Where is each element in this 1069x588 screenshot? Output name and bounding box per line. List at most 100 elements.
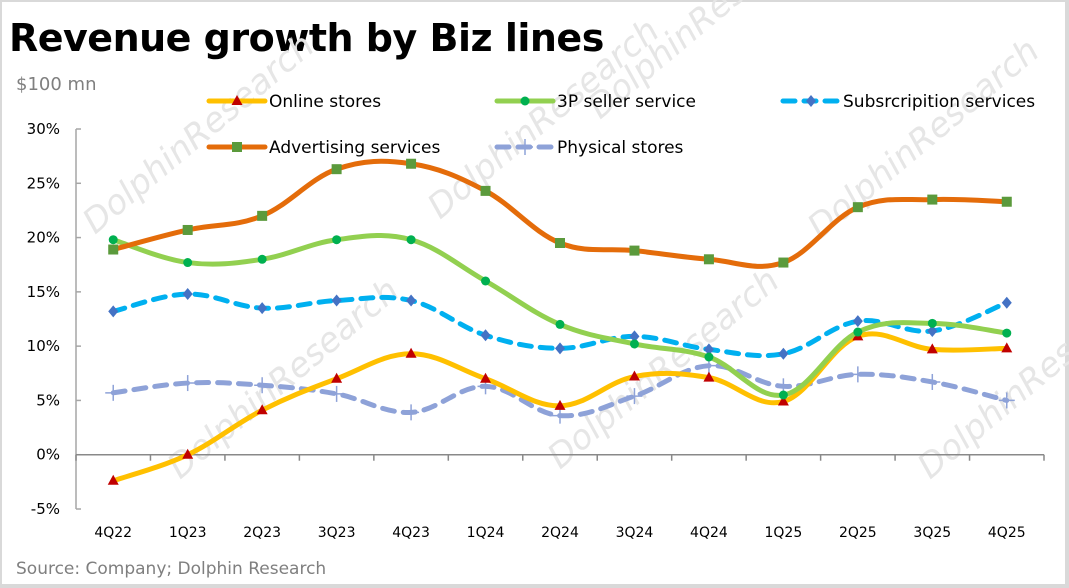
data-point	[331, 294, 342, 307]
data-point	[406, 235, 416, 245]
y-tick-label: 5%	[36, 391, 60, 409]
data-point	[926, 343, 938, 354]
legend-marker	[806, 95, 816, 107]
y-tick-label: 0%	[36, 446, 60, 464]
data-point	[107, 474, 119, 485]
legend-marker	[520, 96, 530, 106]
y-tick-label: 25%	[27, 174, 60, 192]
series-layer	[105, 158, 1015, 485]
legend-marker	[231, 95, 243, 105]
data-point	[182, 288, 193, 301]
data-point	[1001, 196, 1012, 207]
chart-title: Revenue growth by Biz lines	[9, 16, 604, 60]
legend-label: Advertising services	[269, 138, 440, 158]
x-tick-label: 4Q24	[690, 525, 728, 541]
data-point	[703, 343, 714, 356]
data-point	[629, 339, 639, 349]
watermark-text: DolphinResearch	[540, 261, 787, 477]
legend-label: Online stores	[269, 92, 381, 112]
series-subsrcripition-services	[108, 288, 1012, 360]
data-point	[927, 194, 938, 205]
legend-item-3p-seller-service: 3P seller service	[494, 92, 696, 112]
data-point	[331, 372, 343, 383]
data-point	[108, 244, 119, 255]
legend-marker	[232, 142, 242, 152]
data-point	[555, 319, 565, 329]
axes: -5% 0% 5% 10% 15% 20% 25% 30% 4Q22 1Q23 2Q23 3Q23 4Q…	[27, 120, 1045, 541]
data-point	[998, 392, 1015, 409]
data-point	[703, 371, 715, 382]
data-point	[182, 224, 193, 235]
data-point	[254, 377, 271, 394]
data-point	[331, 164, 342, 175]
data-point	[853, 327, 863, 337]
watermark-text: DolphinResearch	[800, 31, 1047, 247]
series-3p-seller-service	[108, 233, 1012, 400]
data-point	[328, 385, 345, 402]
data-point	[257, 302, 268, 315]
data-point	[628, 370, 640, 381]
data-point	[179, 375, 196, 392]
data-point	[554, 399, 566, 410]
legend-label: 3P seller service	[557, 92, 696, 112]
data-point	[332, 235, 342, 245]
legend: Online stores 3P seller service Subsrcripi…	[206, 92, 1035, 158]
series-line	[110, 233, 1010, 398]
legend-item-advertising-services: Advertising services	[206, 138, 440, 158]
data-point	[480, 185, 491, 196]
data-point	[849, 366, 866, 383]
data-point	[105, 384, 122, 401]
watermark-text: DolphinResearch	[420, 11, 667, 227]
x-tick-label: 3Q25	[913, 525, 951, 541]
data-point	[777, 395, 789, 406]
data-point	[480, 329, 491, 342]
data-point	[626, 388, 643, 405]
y-tick-label: 20%	[27, 229, 60, 247]
data-point	[405, 347, 417, 358]
y-tick-label: 30%	[27, 120, 60, 138]
legend-item-subsrcripition-services: Subsrcripition services	[780, 92, 1035, 112]
x-tick-label: 3Q24	[616, 525, 654, 541]
data-point	[924, 373, 941, 390]
series-advertising-services	[108, 158, 1012, 269]
data-point	[108, 305, 119, 318]
y-tick-label: -5%	[31, 500, 60, 518]
x-tick-label: 4Q25	[988, 525, 1026, 541]
data-point	[406, 294, 417, 307]
data-point	[1001, 296, 1012, 309]
data-point	[406, 158, 417, 169]
legend-label: Physical stores	[557, 138, 684, 158]
legend-item-online-stores: Online stores	[206, 92, 381, 112]
x-tick-label: 1Q24	[467, 525, 505, 541]
legend-label: Subsrcripition services	[843, 92, 1035, 112]
x-tick-label: 2Q23	[243, 525, 281, 541]
x-tick-label: 1Q25	[765, 525, 803, 541]
data-point	[256, 404, 268, 415]
data-point	[183, 258, 193, 268]
data-point	[927, 324, 938, 337]
x-tick-label: 2Q24	[541, 525, 579, 541]
data-point	[629, 330, 640, 343]
data-point	[182, 448, 194, 459]
source-note: Source: Company; Dolphin Research	[16, 559, 327, 579]
data-point	[1001, 342, 1013, 353]
legend-item-physical-stores: Physical stores	[494, 138, 684, 158]
data-point	[481, 276, 491, 286]
data-point	[257, 254, 267, 264]
data-point	[704, 352, 714, 362]
x-tick-label: 2Q25	[839, 525, 877, 541]
data-point	[108, 235, 118, 245]
data-point	[778, 257, 789, 268]
data-point	[778, 347, 789, 360]
data-point	[629, 245, 640, 256]
data-point	[1002, 328, 1012, 338]
data-point	[403, 404, 420, 421]
data-point	[552, 407, 568, 424]
x-tick-label: 1Q23	[169, 525, 207, 541]
data-point	[852, 315, 863, 328]
data-point	[778, 390, 788, 400]
series-physical-stores	[105, 357, 1015, 424]
unit-label: $100 mn	[16, 74, 97, 95]
data-point	[852, 202, 863, 213]
